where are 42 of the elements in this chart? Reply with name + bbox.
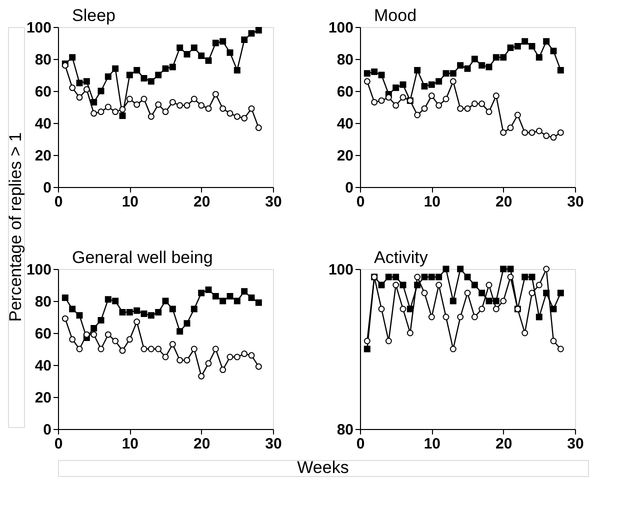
y-tick-label: 80 [336, 52, 354, 68]
y-tick-label: 0 [43, 180, 52, 196]
x-tick-label: 30 [567, 194, 584, 210]
x-tick-label: 20 [495, 194, 512, 210]
y-tick-label: 20 [34, 148, 52, 164]
y-tick-label: 80 [336, 422, 354, 438]
chart-title: Activity [374, 248, 428, 267]
x-tick-label: 20 [495, 436, 512, 452]
y-tick-label: 20 [336, 148, 354, 164]
y-tick-label: 60 [336, 84, 354, 100]
x-tick-label: 0 [356, 194, 365, 210]
y-tick-label: 100 [26, 262, 52, 278]
y-tick-label: 40 [34, 116, 52, 132]
chart-title: Mood [374, 6, 417, 25]
y-tick-label: 100 [328, 262, 354, 278]
y-tick-label: 60 [34, 84, 52, 100]
x-tick-label: 0 [54, 436, 63, 452]
x-tick-label: 0 [356, 436, 365, 452]
x-tick-label: 10 [122, 194, 139, 210]
y-tick-label: 60 [34, 326, 52, 342]
y-tick-label: 40 [336, 116, 354, 132]
x-tick-label: 30 [265, 194, 282, 210]
x-tick-label: 0 [54, 194, 63, 210]
x-tick-label: 20 [193, 194, 210, 210]
chart-title: Sleep [72, 6, 116, 25]
y-tick-label: 100 [26, 20, 52, 36]
x-tick-label: 10 [424, 436, 441, 452]
chart-title: General well being [72, 248, 213, 267]
y-tick-label: 20 [34, 390, 52, 406]
x-tick-label: 30 [567, 436, 584, 452]
x-tick-label: 20 [193, 436, 210, 452]
x-axis-title: Weeks [297, 458, 349, 477]
y-tick-label: 100 [328, 20, 354, 36]
x-tick-label: 30 [265, 436, 282, 452]
y-tick-label: 0 [43, 422, 52, 438]
y-tick-label: 0 [345, 180, 354, 196]
x-tick-label: 10 [424, 194, 441, 210]
x-tick-label: 10 [122, 436, 139, 452]
y-axis-title: Percentage of replies > 1 [6, 132, 25, 322]
y-tick-label: 80 [34, 52, 52, 68]
y-tick-label: 40 [34, 358, 52, 374]
y-tick-label: 80 [34, 294, 52, 310]
